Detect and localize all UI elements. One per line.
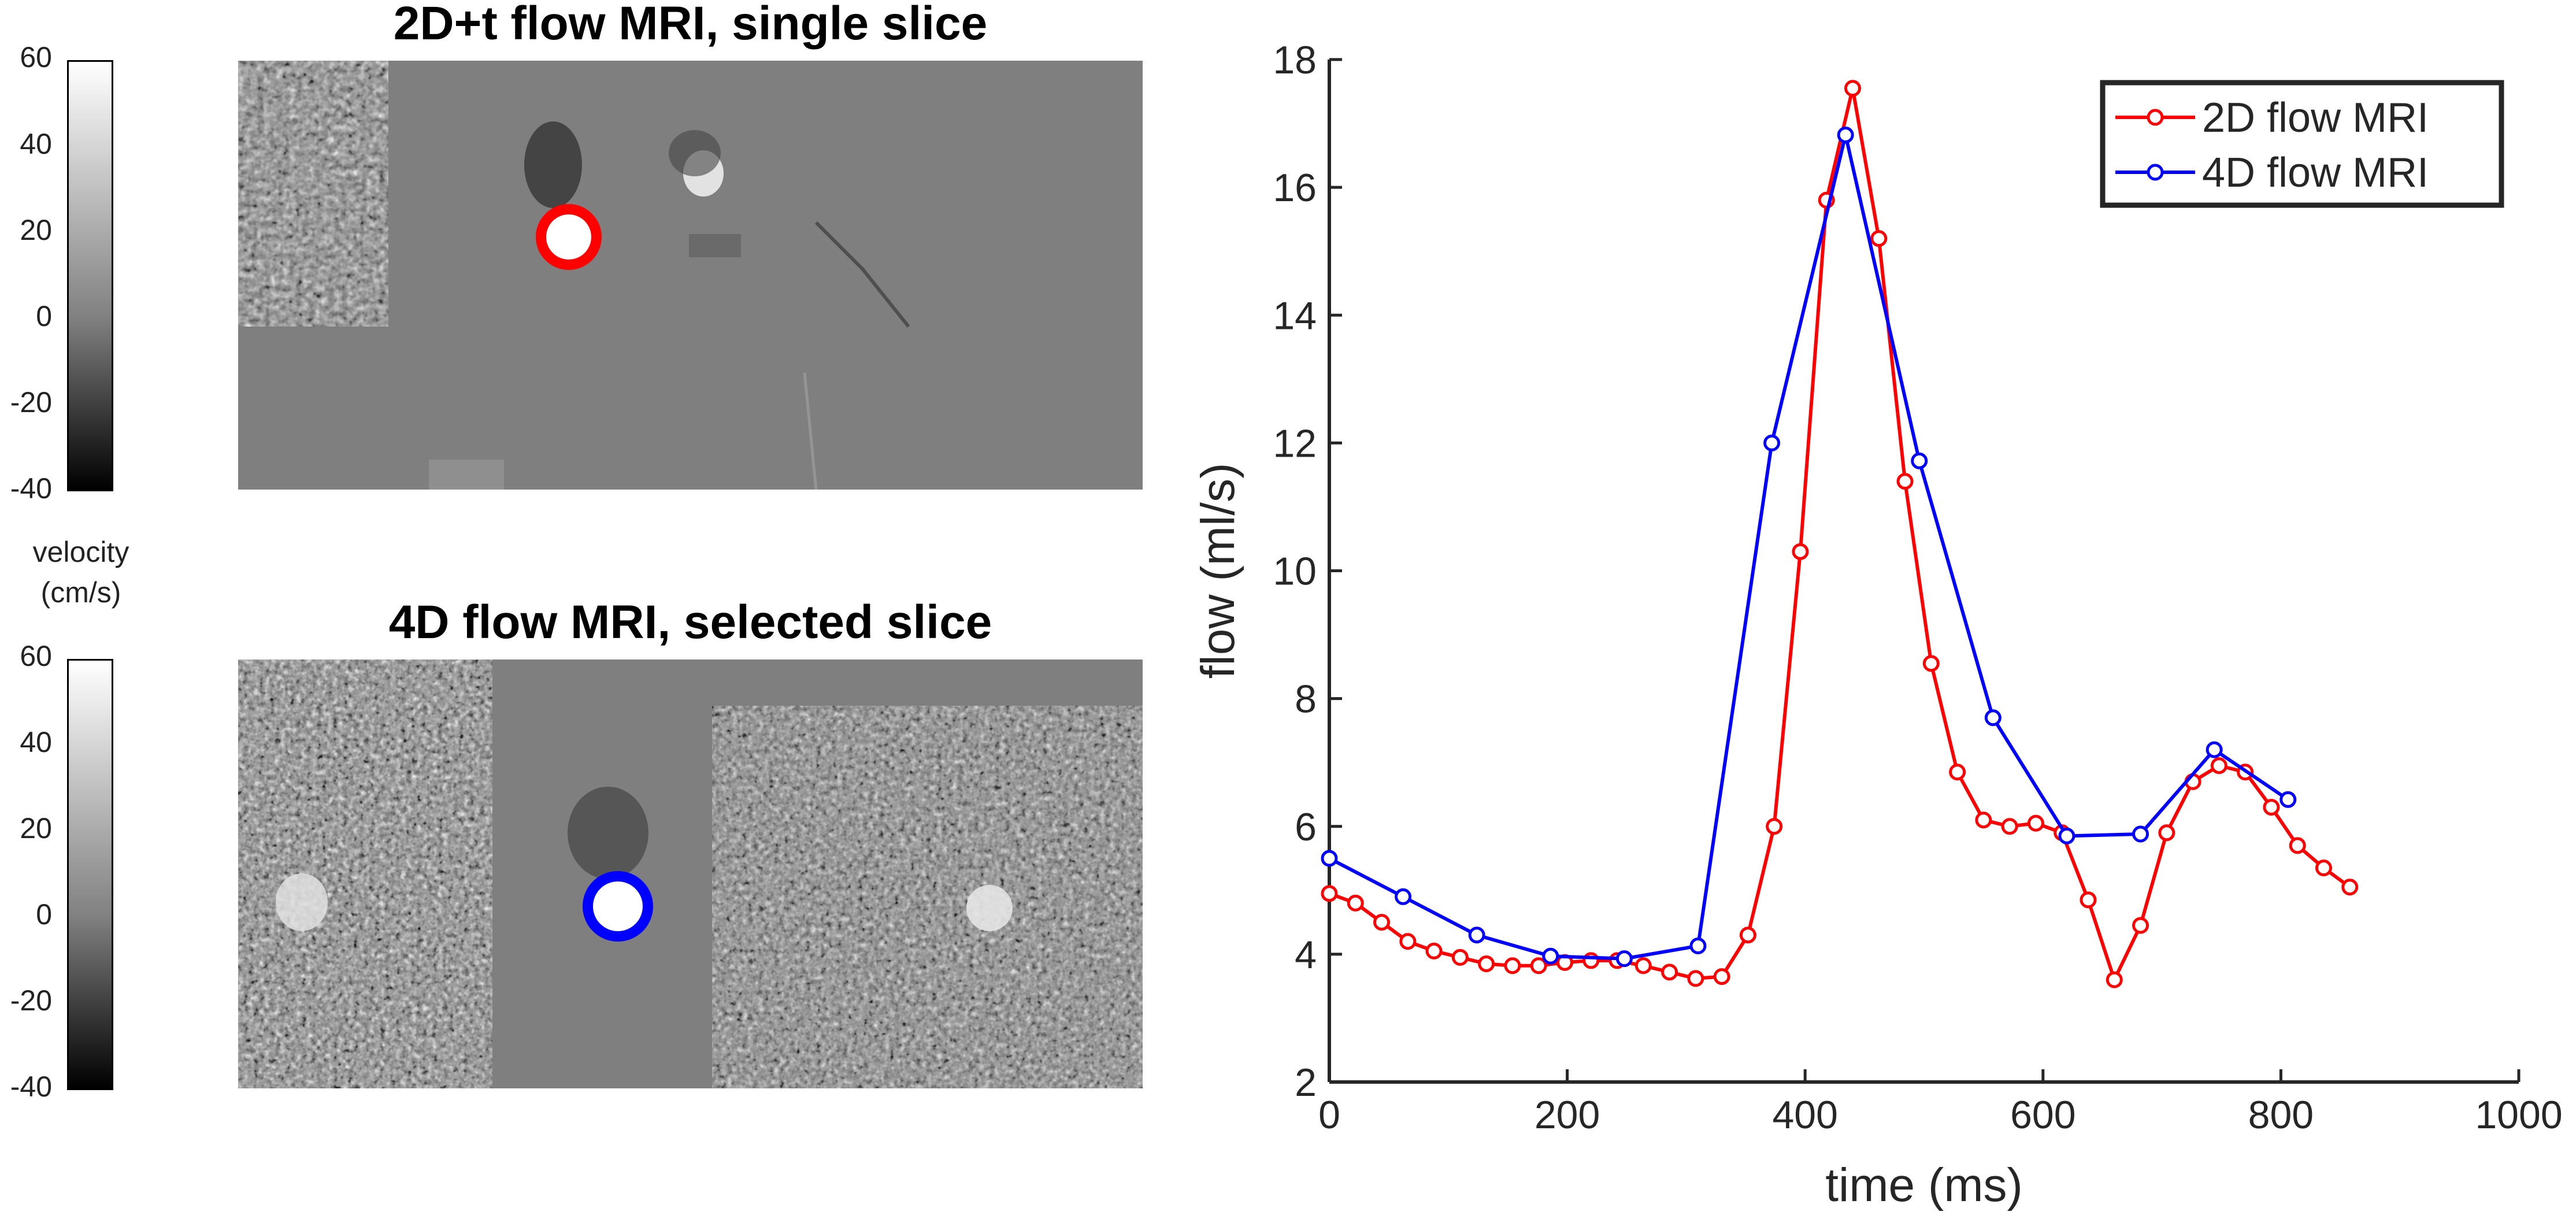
data-point-1 <box>1478 955 1495 972</box>
data-point-1 <box>2210 757 2227 775</box>
data-point-1 <box>2080 891 2097 909</box>
data-point-1 <box>1766 818 1783 835</box>
panel-title-2d: 2D+t flow MRI, single slice <box>393 0 988 50</box>
x-tick-label: 0 <box>1318 1093 1340 1137</box>
panel-title-4d: 4D flow MRI, selected slice <box>388 596 992 649</box>
data-point-1 <box>1687 970 1704 987</box>
roi-circle-4d <box>583 871 653 942</box>
series-line-1 <box>1328 86 2351 982</box>
data-point-1 <box>1451 948 1469 966</box>
data-point-2 <box>1542 947 1559 965</box>
data-point-1 <box>1347 894 1364 912</box>
mri-4d-svg <box>238 659 1143 1088</box>
data-point-1 <box>1870 230 1888 247</box>
data-point-1 <box>1949 764 1966 781</box>
colorbar-top-tick: -40 <box>10 472 52 505</box>
data-point-1 <box>1975 812 1992 829</box>
data-point-2 <box>1468 927 1485 944</box>
colorbar-label-line1: velocity <box>32 536 129 568</box>
data-point-1 <box>1634 957 1652 975</box>
data-point-2 <box>1615 950 1633 968</box>
data-point-1 <box>1399 933 1417 950</box>
colorbar-label-line2: (cm/s) <box>40 576 121 609</box>
y-axis-label: flow (ml/s) <box>1192 463 1244 679</box>
colorbar-bottom-tick: -40 <box>10 1070 52 1103</box>
data-point-1 <box>1896 473 1914 490</box>
data-point-2 <box>1984 709 2002 727</box>
colorbar-top-tick: 60 <box>20 41 52 73</box>
x-axis-label: time (ms) <box>1825 1159 2023 1211</box>
data-point-1 <box>2289 837 2306 854</box>
data-point-2 <box>2132 825 2149 843</box>
x-tick-label: 600 <box>2010 1093 2075 1137</box>
data-point-2 <box>1395 888 1412 905</box>
data-point-1 <box>2001 818 2018 835</box>
colorbar-top <box>67 60 113 491</box>
colorbar-top-tick: -20 <box>10 386 52 418</box>
legend-box <box>2100 80 2504 208</box>
colorbar-top-tick: 20 <box>20 214 52 246</box>
data-point-1 <box>2315 859 2332 877</box>
y-tick-label: 6 <box>1295 805 1317 849</box>
legend-label-2: 4D flow MRI <box>2202 150 2429 196</box>
data-point-1 <box>1504 957 1521 975</box>
colorbar-bottom-tick: -20 <box>10 984 52 1017</box>
data-point-2 <box>1763 434 1781 451</box>
data-point-2 <box>2280 791 2297 808</box>
data-point-2 <box>2058 827 2075 844</box>
data-point-2 <box>1911 452 1928 469</box>
x-tick-label: 400 <box>1772 1093 1837 1137</box>
data-point-1 <box>1373 914 1391 931</box>
data-point-1 <box>2158 824 2175 842</box>
data-point-1 <box>2106 971 2123 988</box>
data-point-1 <box>2263 799 2280 816</box>
y-tick-label: 12 <box>1273 421 1317 465</box>
data-point-1 <box>2341 879 2359 896</box>
data-point-1 <box>1792 543 1809 560</box>
colorbar-bottom <box>67 659 113 1090</box>
data-point-1 <box>1739 927 1756 944</box>
data-point-1 <box>2027 814 2044 832</box>
y-tick-label: 4 <box>1295 933 1317 977</box>
legend-label-1: 2D flow MRI <box>2202 95 2429 141</box>
y-tick-label: 2 <box>1295 1061 1317 1105</box>
data-point-2 <box>1837 126 1854 143</box>
data-point-1 <box>2132 917 2149 934</box>
colorbar-bottom-tick: 40 <box>20 726 52 758</box>
data-point-1 <box>1425 942 1443 959</box>
data-point-1 <box>1321 885 1338 902</box>
mri-image-2d <box>238 61 1143 490</box>
legend-marker-1 <box>2147 109 2164 126</box>
colorbar-label: velocity (cm/s) <box>6 532 156 613</box>
y-tick-label: 8 <box>1295 677 1317 721</box>
data-point-2 <box>1321 850 1338 867</box>
data-point-1 <box>1922 655 1940 672</box>
colorbar-top-tick: 40 <box>20 128 52 160</box>
colorbar-bottom-tick: 0 <box>36 898 52 931</box>
colorbar-top-tick: 0 <box>36 300 52 332</box>
series-line-2 <box>1328 133 2289 961</box>
y-tick-label: 16 <box>1273 166 1317 210</box>
colorbar-bottom-tick: 60 <box>20 640 52 672</box>
y-tick-label: 18 <box>1273 38 1317 82</box>
data-point-1 <box>1713 968 1730 985</box>
y-tick-label: 10 <box>1273 550 1317 594</box>
x-tick-label: 800 <box>2248 1093 2314 1137</box>
roi-circle-2d <box>536 204 602 270</box>
x-tick-label: 200 <box>1535 1093 1600 1137</box>
data-point-1 <box>1844 80 1862 97</box>
x-tick-label: 1000 <box>2475 1093 2562 1137</box>
data-point-1 <box>1661 964 1678 981</box>
legend-marker-2 <box>2147 164 2164 181</box>
data-point-2 <box>2206 741 2223 758</box>
mri-image-4d <box>238 659 1143 1088</box>
data-point-1 <box>1530 957 1547 975</box>
data-point-2 <box>1689 938 1707 955</box>
colorbar-bottom-tick: 20 <box>20 812 52 844</box>
y-tick-label: 14 <box>1273 294 1317 338</box>
mri-2d-svg <box>238 61 1143 490</box>
